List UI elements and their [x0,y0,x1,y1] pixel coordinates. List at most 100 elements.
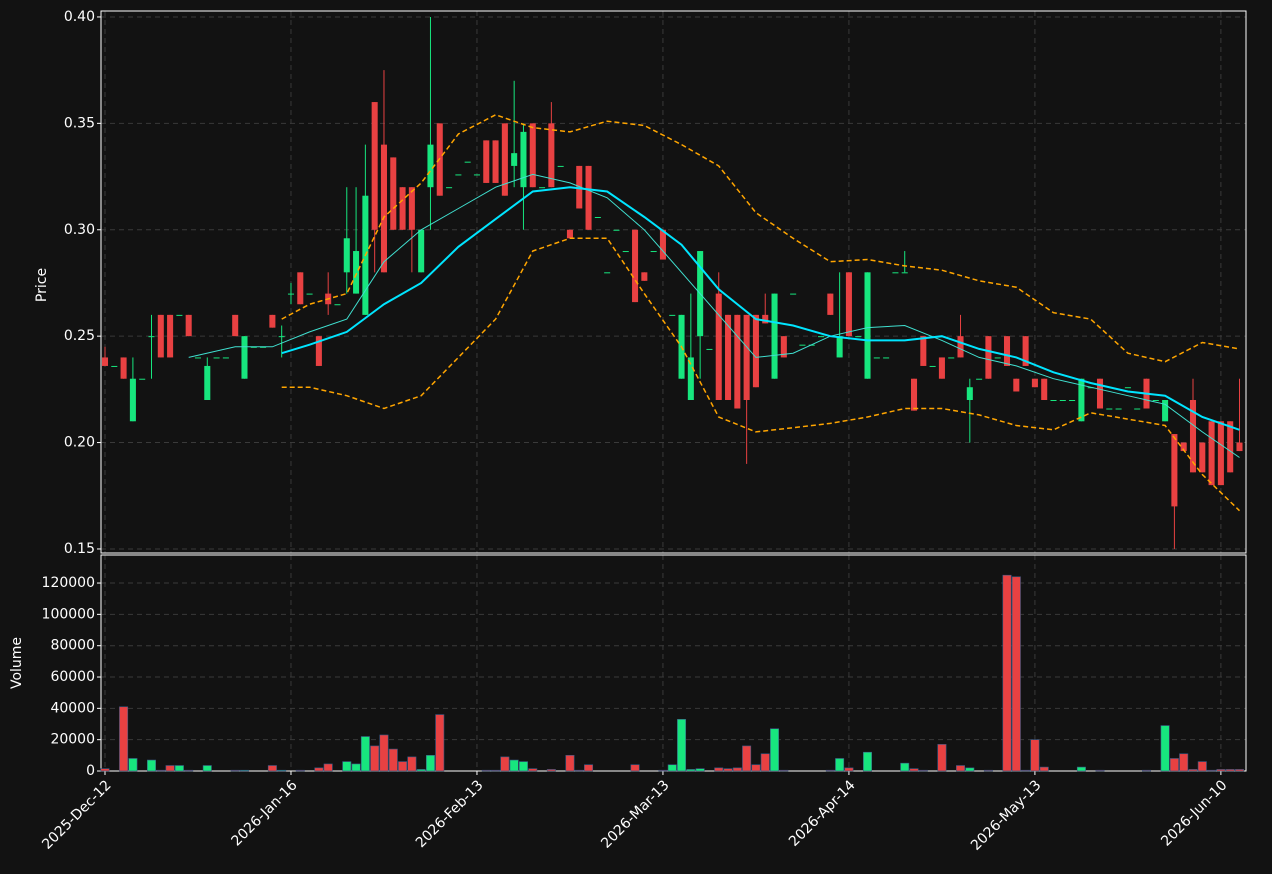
volume-bar [509,759,519,772]
volume-bar [1011,576,1021,772]
volume-bar [1197,761,1207,772]
candle-body [446,187,453,189]
candle-body [1227,421,1234,473]
candle-body [511,153,518,166]
candle-body [241,336,248,379]
candle-body [529,123,536,188]
candle-body [715,293,722,400]
volume-bar [677,719,687,772]
candle-body [836,336,843,358]
candle-body [492,140,499,183]
candle-body [390,157,397,230]
candle-body [483,140,490,183]
volume-bar [1169,758,1179,772]
volume-bar [240,769,249,772]
candle-body [1041,378,1048,400]
candle-body [687,357,694,400]
candle-body [1124,387,1131,389]
candle-body [176,314,183,316]
volume-bar [825,769,835,772]
candle-body [734,314,741,409]
volume-bar [1160,725,1170,772]
volume-bar [1216,769,1226,772]
volume-bar [147,759,156,772]
candle-body [585,165,592,230]
candle-body [1078,378,1085,422]
volume-bar [500,756,510,772]
candle-body [576,165,583,209]
volume-axis-label: Volume [9,637,25,689]
candle-body [1162,399,1169,422]
volume-bar [779,769,789,772]
candle-body [1134,408,1141,410]
candle-body [287,293,295,295]
candle-body [706,348,713,350]
volume-bar [1002,574,1012,772]
volume-bar [379,734,389,772]
volume-bar [425,755,435,772]
volume-bar [323,763,333,772]
candle-body [380,144,387,273]
volume-bar [1021,769,1031,772]
y-tick-label: 0.35 [64,115,95,131]
candle-body [520,131,527,188]
candle-body [1106,408,1113,410]
candle-body [501,123,508,196]
volume-bar [277,769,287,772]
candle-body [306,293,313,295]
volume-bar [407,756,417,772]
candle-body [157,314,164,358]
candle-body [845,272,852,337]
y-tick-label: 0.30 [64,222,95,238]
candle-body [883,357,890,359]
y-tick-label: 0.20 [64,435,95,451]
volume-bar [1225,769,1235,772]
candle-body [139,378,146,380]
candle-body [548,123,555,188]
volume-bar [565,755,575,772]
candle-body [873,357,880,359]
volume-bar [863,751,873,772]
volume-bar [751,764,761,772]
candle-body [669,314,676,316]
candle-body [1180,442,1187,452]
candle-body [929,365,936,367]
candle-body [101,357,109,366]
volume-bar [230,769,240,772]
volume-bar [174,765,184,772]
volume-bar [965,767,975,772]
volume-bar [760,753,770,772]
volume-bar [388,748,398,772]
candle-body [948,357,955,359]
indicator-line [281,113,1240,363]
candle-body [966,387,973,400]
volume-bar [630,764,640,772]
candle-body [213,357,220,359]
candle-body [901,272,908,274]
candle-body [418,229,425,273]
y-tick-label: 0 [86,763,95,779]
candle-body [464,161,471,163]
candle-body [148,336,155,338]
candle-body [827,293,834,315]
candle-body [1022,336,1029,366]
volume-bar [714,767,724,772]
volume-bar [584,764,594,772]
candle-body [1050,399,1057,401]
candle-body [762,314,769,324]
volume-bar [1235,769,1244,772]
volume-bar [742,745,752,772]
volume-bar [835,758,845,772]
volume-bar [528,768,538,772]
volume-bar [658,769,668,772]
candle-body [1115,408,1122,410]
price-axis-label: Price [34,268,50,302]
volume-bar [983,769,993,772]
volume-bar [1179,753,1189,772]
candle-body [725,314,732,400]
volume-bar [909,768,919,772]
volume-bar [100,768,110,772]
candle-body [920,336,927,366]
volume-bar [398,761,408,772]
